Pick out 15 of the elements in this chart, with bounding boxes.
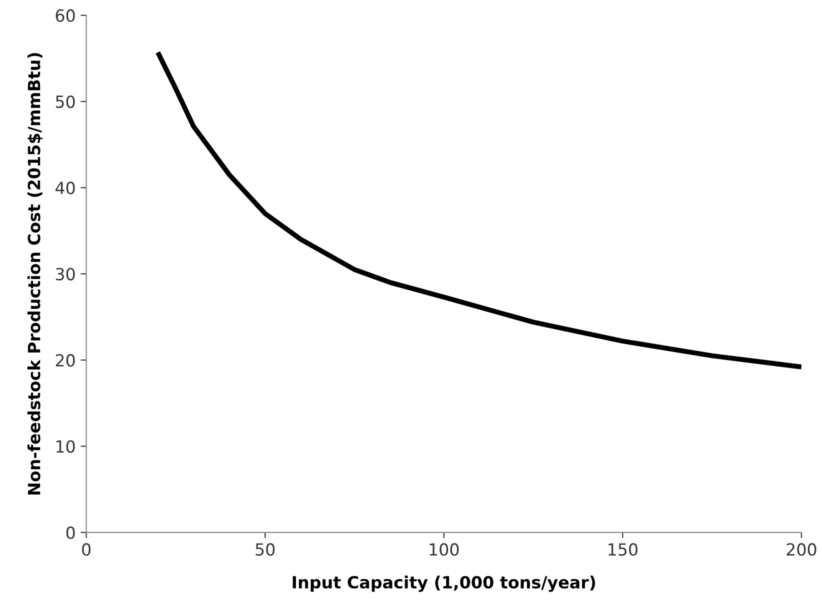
x-tick-label: 100 <box>430 543 459 556</box>
x-tick-label: 50 <box>256 543 275 556</box>
x-tick-label: 200 <box>786 543 816 556</box>
y-tick-label: 40 <box>56 182 75 194</box>
y-tick-label: 20 <box>56 354 75 367</box>
line-series <box>155 50 802 370</box>
y-tick-label: 30 <box>56 268 75 280</box>
x-tick-label: 0 <box>82 543 91 556</box>
y-tick-label: 60 <box>56 9 75 22</box>
x-tick-label: 150 <box>608 543 638 556</box>
y-tick-label: 50 <box>56 95 75 108</box>
y-tick-label: 10 <box>56 440 75 453</box>
y-axis-title: Non-feedstock Production Cost (2015$/mmBtu) <box>27 53 43 495</box>
y-tick-label: 0 <box>66 526 75 540</box>
x-axis-title: Input Capacity (1,000 tons/year) <box>292 576 596 592</box>
